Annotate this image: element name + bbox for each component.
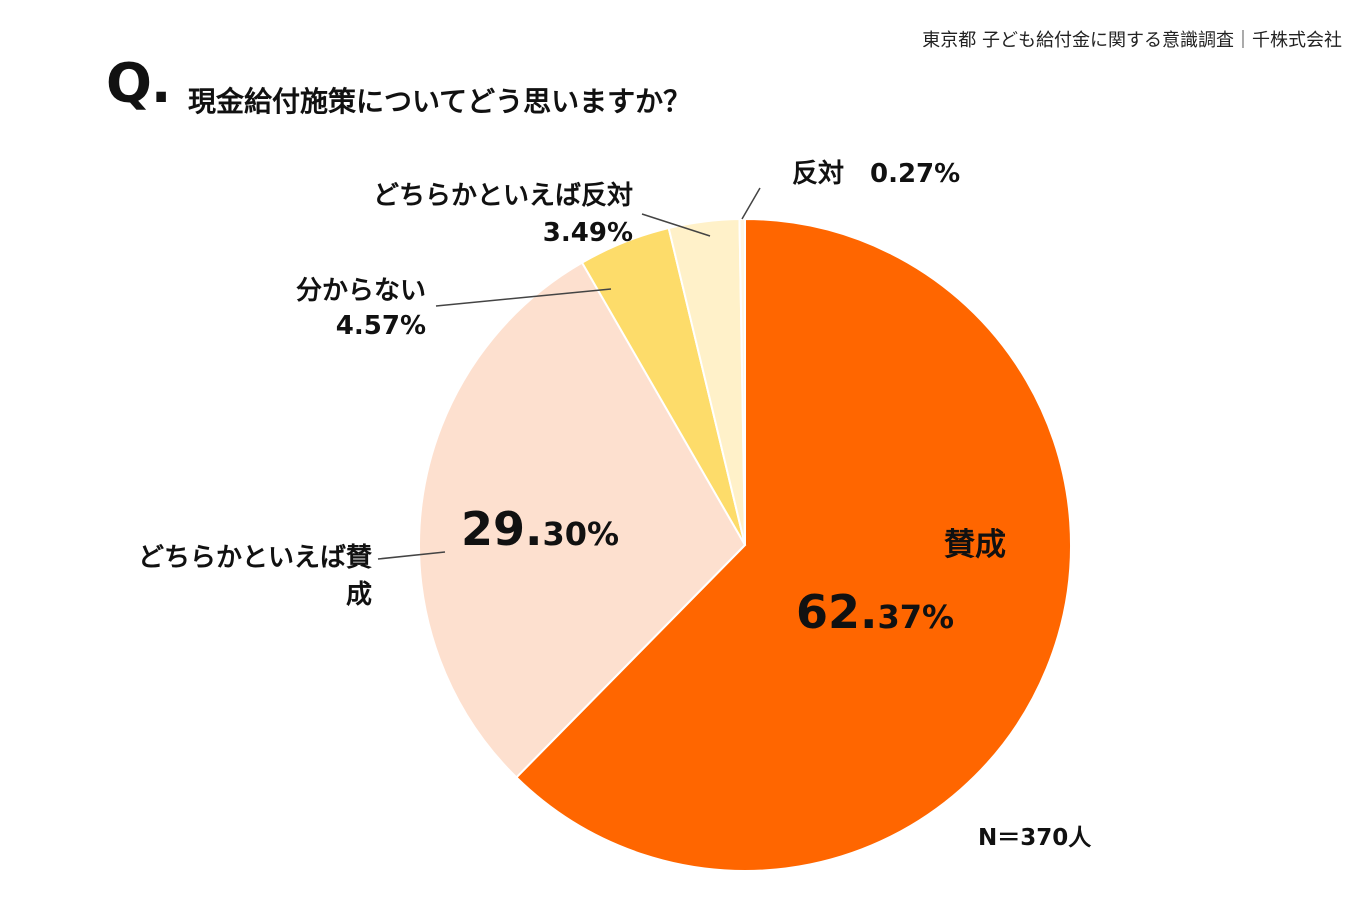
- leader-line-dochira-sansei: [377, 551, 446, 560]
- slice-value-sansei: 62.37%: [796, 585, 954, 639]
- chart-title: 現金給付施策についてどう思いますか？: [188, 85, 692, 118]
- pie-slices: [418, 217, 1072, 872]
- slice-label-dochira-hantai: どちらかといえば反対: [373, 181, 633, 211]
- leader-line-hantai: [741, 187, 761, 220]
- slice-value-dochira-sansei: 29.30%: [461, 502, 619, 556]
- slice-label-wakaranai: 分からない: [296, 276, 426, 306]
- pie-slice-dochira-sansei: [418, 261, 747, 779]
- pie-slice-sansei: [514, 217, 1072, 872]
- question-mark-label: Q.: [106, 52, 171, 115]
- slice-label-dochira-sansei-line1: どちらかといえば賛: [138, 543, 372, 573]
- sample-size-label: N＝370人: [978, 825, 1092, 851]
- source-credit: 東京都 子ども給付金に関する意識調査｜千株式会社: [922, 30, 1342, 51]
- leader-line-dochira-hantai: [641, 213, 711, 237]
- slice-label-sansei: 賛成: [944, 527, 1006, 563]
- slice-label-hantai: 反対 0.27%: [792, 159, 960, 189]
- leader-lines: [377, 187, 761, 560]
- leader-line-wakaranai: [435, 288, 612, 307]
- slice-label-dochira-sansei-line2: 成: [346, 580, 372, 610]
- slice-value-wakaranai: 4.57%: [336, 311, 426, 341]
- slice-value-dochira-hantai: 3.49%: [543, 218, 633, 248]
